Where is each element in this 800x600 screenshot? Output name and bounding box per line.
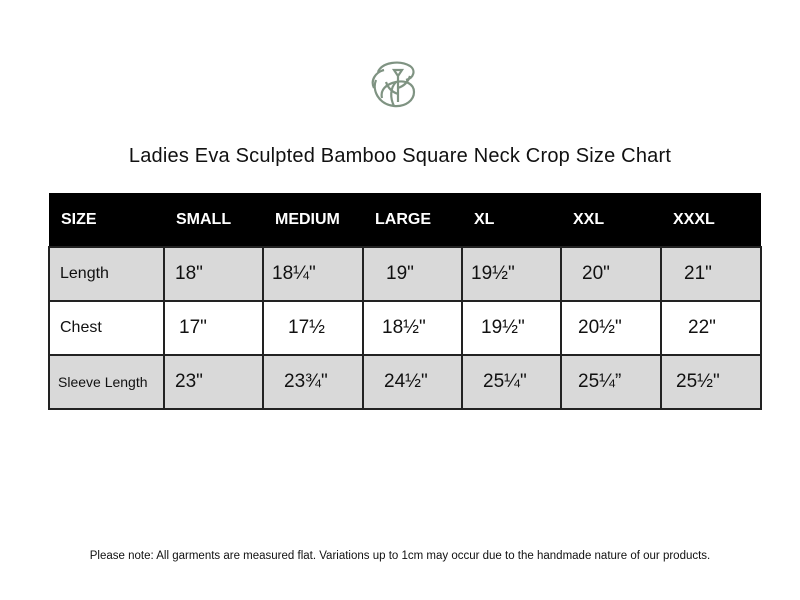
table-cell: 19½" <box>461 300 562 356</box>
measurement-note: Please note: All garments are measured f… <box>89 550 711 562</box>
header-row: SIZE SMALL MEDIUM LARGE XL XXL XXXL <box>49 193 761 247</box>
table-cell: 23¾" <box>262 354 364 410</box>
table-cell: 17" <box>163 300 264 356</box>
table-cell: 21" <box>660 246 762 302</box>
leaf-monogram-logo-icon <box>371 61 416 108</box>
header-cell: XXL <box>561 193 661 247</box>
header-cell: MEDIUM <box>263 193 363 247</box>
table-cell: 18¼" <box>262 246 364 302</box>
row-label: Length <box>48 246 165 302</box>
header-cell: SIZE <box>49 193 164 247</box>
header-cell: SMALL <box>164 193 263 247</box>
header-cell: XL <box>462 193 561 247</box>
table-cell: 20½" <box>560 300 662 356</box>
table-cell: 22" <box>660 300 762 356</box>
row-label: Chest <box>48 300 165 356</box>
table-cell: 17½ <box>262 300 364 356</box>
table-row: Chest 17" 17½ 18½" 19½" 20½" 22" <box>48 300 762 356</box>
table-cell: 18½" <box>362 300 463 356</box>
table-cell: 18" <box>163 246 264 302</box>
table-cell: 25½" <box>660 354 762 410</box>
table-cell: 20" <box>560 246 662 302</box>
table-cell: 25¼” <box>560 354 662 410</box>
row-label: Sleeve Length <box>48 354 165 410</box>
table-cell: 23" <box>163 354 264 410</box>
page-title: Ladies Eva Sculpted Bamboo Square Neck C… <box>128 145 672 167</box>
size-chart-table: SIZE SMALL MEDIUM LARGE XL XXL XXXL Leng… <box>48 193 762 410</box>
table-row: Length 18" 18¼" 19" 19½" 20" 21" <box>48 246 762 302</box>
table-cell: 25¼" <box>461 354 562 410</box>
header-cell: LARGE <box>363 193 462 247</box>
table-cell: 24½" <box>362 354 463 410</box>
table-cell: 19½" <box>461 246 562 302</box>
table-cell: 19" <box>362 246 463 302</box>
header-cell: XXXL <box>661 193 761 247</box>
table-row: Sleeve Length 23" 23¾" 24½" 25¼" 25¼” 25… <box>48 354 762 410</box>
